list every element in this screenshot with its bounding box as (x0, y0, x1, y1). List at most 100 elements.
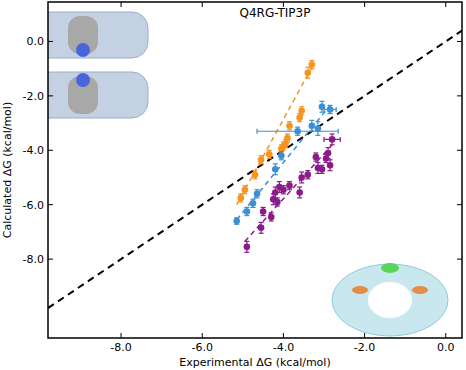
chart: -8.0-6.0-4.0-2.00.00.0-2.0-4.0-6.0-8.0Q4… (0, 0, 466, 370)
error-bar (309, 120, 314, 131)
point (260, 208, 267, 215)
point (286, 122, 293, 129)
error-cap (255, 189, 260, 190)
point (268, 214, 275, 221)
error-cap (330, 144, 335, 145)
ring-inner (368, 282, 412, 318)
error-cap (315, 121, 320, 122)
error-cap (267, 150, 272, 151)
error-cap (305, 170, 310, 171)
error-cap (244, 207, 249, 208)
y-tick (457, 204, 462, 205)
error-cap (242, 185, 247, 186)
error-bar (313, 153, 318, 161)
identity-line (48, 31, 462, 309)
error-bar (259, 156, 264, 164)
error-cap (328, 170, 333, 171)
error-cap (281, 193, 286, 194)
error-cap (319, 173, 324, 174)
point (258, 225, 265, 232)
error-cap (299, 106, 304, 107)
error-cap (309, 131, 314, 132)
error-cap (244, 215, 249, 216)
point (286, 182, 293, 189)
error-cap (305, 178, 310, 179)
y-tick (457, 41, 462, 42)
point (294, 128, 301, 135)
error-bar (319, 165, 324, 173)
point (280, 186, 287, 193)
error-cap (297, 186, 302, 187)
series (244, 134, 341, 252)
error-bar (279, 152, 284, 160)
ring-spot (412, 286, 428, 294)
host-surface (48, 12, 148, 58)
error-cap (283, 147, 288, 148)
error-cap (285, 142, 290, 143)
error-cap (281, 185, 286, 186)
error-cap (253, 170, 258, 171)
error-cap (259, 222, 264, 223)
error-cap (281, 150, 286, 151)
x-tick (121, 333, 122, 338)
y-axis-title: Calculated ΔG (kcal/mol) (1, 102, 14, 238)
point (252, 171, 259, 178)
point (237, 195, 244, 202)
fit-line (245, 145, 332, 242)
x-tick-label: -6.0 (192, 341, 213, 354)
error-cap (328, 159, 333, 160)
error-cap (256, 129, 257, 134)
error-cap (319, 165, 324, 166)
axes: -8.0-6.0-4.0-2.00.00.0-2.0-4.0-6.0-8.0 (23, 2, 462, 354)
y-tick (48, 204, 53, 205)
point (233, 218, 240, 225)
point (242, 186, 249, 193)
error-cap (287, 129, 292, 130)
error-bar (285, 134, 290, 142)
point (329, 136, 336, 143)
error-cap (285, 133, 290, 134)
error-cap (261, 215, 266, 216)
error-cap (309, 120, 314, 121)
ring-outer (332, 264, 448, 336)
x-error-bar (324, 137, 340, 142)
error-cap (315, 135, 320, 136)
error-cap (273, 163, 278, 164)
error-cap (299, 182, 304, 183)
error-cap (313, 152, 318, 153)
error-cap (259, 163, 264, 164)
title: Q4RG-TIP3P (240, 6, 311, 20)
x-tick (364, 2, 365, 7)
error-bar (297, 187, 302, 198)
error-bar (319, 101, 324, 112)
error-cap (326, 158, 331, 159)
point (325, 150, 332, 157)
error-bar (261, 207, 266, 215)
error-cap (250, 207, 255, 208)
error-cap (261, 207, 266, 208)
x-error-bar (257, 129, 338, 134)
error-bar (255, 190, 260, 198)
error-cap (269, 212, 274, 213)
x-tick-label: -4.0 (273, 341, 294, 354)
error-cap (238, 201, 243, 202)
error-bar (330, 134, 335, 145)
point (278, 152, 285, 159)
error-bar (326, 148, 331, 159)
error-cap (279, 159, 284, 160)
error-bar (287, 122, 292, 130)
error-cap (309, 60, 314, 61)
x-tick (202, 333, 203, 338)
y-tick-label: -6.0 (23, 199, 44, 212)
error-bar (273, 164, 278, 175)
point (298, 174, 305, 181)
error-cap (309, 68, 314, 69)
error-cap (287, 181, 292, 182)
point (309, 122, 316, 129)
x-tick-label: -2.0 (354, 341, 375, 354)
point (284, 135, 291, 142)
error-cap (275, 205, 280, 206)
error-cap (297, 197, 302, 198)
y-tick (48, 259, 53, 260)
error-cap (338, 129, 339, 134)
